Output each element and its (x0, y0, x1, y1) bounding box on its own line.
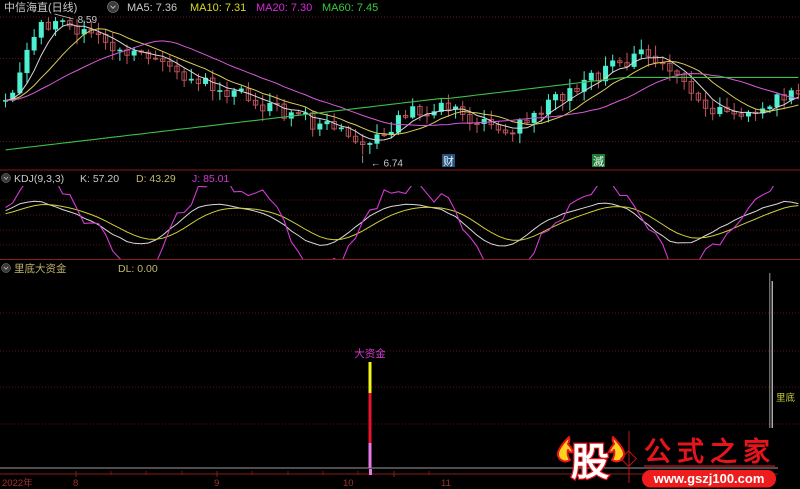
svg-text:KDJ(9,3,3): KDJ(9,3,3) (14, 173, 64, 185)
svg-text:9: 9 (214, 478, 219, 489)
svg-text:DL: 0.00: DL: 0.00 (118, 263, 158, 275)
svg-text:滅: 滅 (593, 155, 604, 168)
svg-text:股: 股 (571, 442, 609, 484)
svg-text:10: 10 (343, 478, 354, 489)
svg-text:大资金: 大资金 (354, 347, 386, 360)
svg-text:8.59: 8.59 (78, 15, 98, 26)
svg-text:← 6.74: ← 6.74 (371, 159, 404, 170)
svg-text:MA5: 7.36: MA5: 7.36 (127, 2, 177, 14)
svg-text:D: 43.29: D: 43.29 (136, 173, 176, 185)
svg-text:财: 财 (443, 154, 454, 168)
svg-text:www.gszj100.com: www.gszj100.com (653, 471, 765, 486)
svg-text:中信海直(日线): 中信海直(日线) (4, 0, 77, 14)
svg-text:2022年: 2022年 (2, 477, 33, 489)
svg-text:公式之家: 公式之家 (644, 436, 776, 467)
svg-text:MA20: 7.30: MA20: 7.30 (256, 2, 312, 14)
svg-text:里底大资金: 里底大资金 (14, 262, 67, 275)
svg-text:里底: 里底 (776, 392, 796, 404)
svg-text:K: 57.20: K: 57.20 (80, 173, 119, 185)
svg-text:8: 8 (73, 478, 78, 489)
svg-text:MA60: 7.45: MA60: 7.45 (322, 2, 378, 14)
svg-text:11: 11 (441, 478, 451, 489)
svg-text:J: 85.01: J: 85.01 (192, 173, 230, 185)
svg-text:MA10: 7.31: MA10: 7.31 (190, 2, 246, 14)
